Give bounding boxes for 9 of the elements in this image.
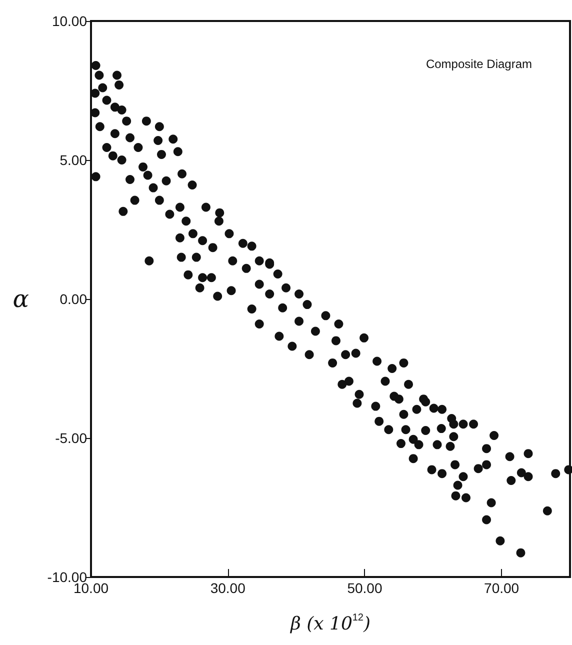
- y-axis-title: α: [12, 285, 29, 313]
- x-tick-label: 50.00: [347, 580, 382, 596]
- annotation: Composite Diagram: [426, 57, 532, 71]
- y-tick-label: 10.00: [52, 13, 88, 29]
- y-tick-label: -5.00: [55, 430, 88, 446]
- y-tick-label: 0.00: [60, 291, 88, 307]
- x-tick-label: 70.00: [484, 580, 520, 596]
- x-tick-label: 30.00: [210, 580, 246, 596]
- y-tick-label: 5.00: [60, 152, 88, 168]
